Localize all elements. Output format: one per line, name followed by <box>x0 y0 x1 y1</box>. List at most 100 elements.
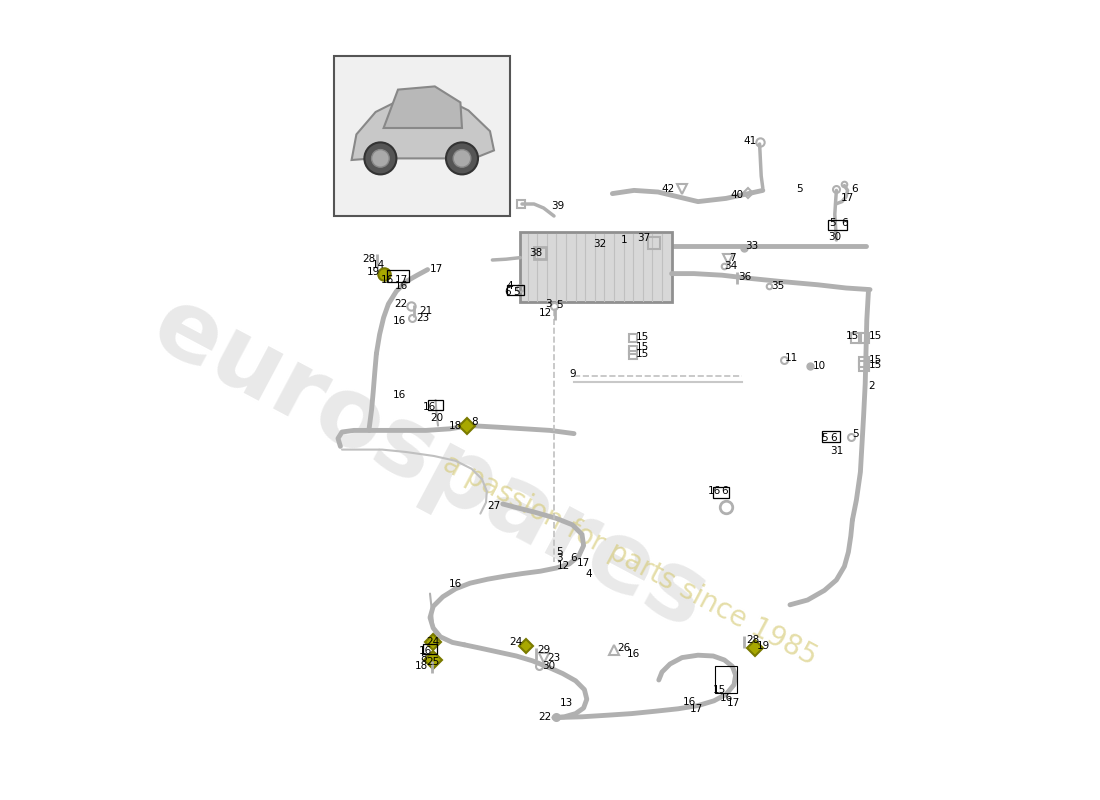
Text: 17: 17 <box>690 704 703 714</box>
Text: 30: 30 <box>542 662 556 671</box>
Bar <box>822 431 839 442</box>
Text: 16: 16 <box>419 646 432 656</box>
Text: 15: 15 <box>868 331 882 341</box>
Text: 25: 25 <box>427 657 440 667</box>
Bar <box>715 666 737 693</box>
Text: 5: 5 <box>513 287 519 297</box>
Text: 20: 20 <box>430 413 443 422</box>
Text: 16: 16 <box>381 275 394 285</box>
Bar <box>827 220 847 230</box>
Text: 34: 34 <box>725 262 738 271</box>
Text: 8: 8 <box>472 418 478 427</box>
Text: 16: 16 <box>627 650 640 659</box>
Text: 3: 3 <box>557 554 563 563</box>
Bar <box>713 487 729 498</box>
Text: 4: 4 <box>585 570 592 579</box>
Text: 19: 19 <box>757 642 770 651</box>
Text: 31: 31 <box>829 446 843 456</box>
Text: 23: 23 <box>417 314 430 323</box>
Text: 16: 16 <box>395 282 408 291</box>
Text: 3: 3 <box>544 299 551 309</box>
Text: 4: 4 <box>507 282 514 291</box>
Bar <box>387 270 409 282</box>
Text: 5: 5 <box>557 300 563 310</box>
Text: 15: 15 <box>636 342 649 352</box>
Text: 15: 15 <box>713 686 726 695</box>
Text: 15: 15 <box>636 332 649 342</box>
Text: 24: 24 <box>427 638 440 647</box>
Bar <box>334 56 510 216</box>
Text: 16: 16 <box>708 486 722 496</box>
Text: 16: 16 <box>449 579 462 589</box>
Text: 12: 12 <box>557 561 570 570</box>
Text: a passion for parts since 1985: a passion for parts since 1985 <box>438 449 822 671</box>
Text: 5: 5 <box>852 429 859 438</box>
Text: 33: 33 <box>745 241 759 250</box>
Text: 6: 6 <box>842 218 848 228</box>
Text: 32: 32 <box>593 239 606 249</box>
Text: 18: 18 <box>449 421 462 430</box>
Text: 17: 17 <box>842 194 855 203</box>
Text: 26: 26 <box>617 643 630 653</box>
Text: 6: 6 <box>504 287 510 297</box>
Text: 13: 13 <box>560 698 573 709</box>
Text: 28: 28 <box>746 635 759 645</box>
Text: 5: 5 <box>821 434 827 443</box>
Text: 42: 42 <box>661 184 674 194</box>
Circle shape <box>446 142 478 174</box>
Bar <box>428 400 443 410</box>
Text: 19: 19 <box>367 267 381 277</box>
Text: 40: 40 <box>730 190 744 200</box>
Text: 11: 11 <box>785 354 799 363</box>
Text: 23: 23 <box>547 654 560 663</box>
Text: 17: 17 <box>578 558 591 568</box>
Text: 12: 12 <box>539 308 552 318</box>
Bar <box>519 232 672 302</box>
Text: 14: 14 <box>372 260 385 270</box>
Text: 39: 39 <box>551 201 565 210</box>
Text: 6: 6 <box>829 434 836 443</box>
Text: 35: 35 <box>771 281 784 290</box>
Text: eurospares: eurospares <box>136 278 723 650</box>
Text: 16: 16 <box>422 402 436 412</box>
Text: 21: 21 <box>419 306 432 316</box>
Text: 22: 22 <box>395 299 408 309</box>
Bar <box>507 285 525 295</box>
Text: 22: 22 <box>538 712 551 722</box>
Text: 7: 7 <box>729 253 736 262</box>
Text: 6: 6 <box>570 553 576 562</box>
Text: 17: 17 <box>727 698 740 708</box>
Text: 15: 15 <box>868 355 882 365</box>
Text: 5: 5 <box>557 547 563 557</box>
Text: 24: 24 <box>509 638 522 647</box>
Text: 16: 16 <box>393 390 406 400</box>
Text: 36: 36 <box>738 272 751 282</box>
Polygon shape <box>384 86 462 128</box>
Text: 29: 29 <box>537 646 550 655</box>
Text: 15: 15 <box>636 349 649 358</box>
Text: 18: 18 <box>415 661 428 670</box>
Text: 28: 28 <box>362 254 375 264</box>
Text: 8: 8 <box>420 654 427 663</box>
Text: 6: 6 <box>850 184 857 194</box>
Text: 30: 30 <box>828 232 842 242</box>
Circle shape <box>453 150 471 167</box>
Text: 16: 16 <box>683 698 696 707</box>
Text: 17: 17 <box>430 264 443 274</box>
Text: 16: 16 <box>393 316 406 326</box>
Circle shape <box>364 142 396 174</box>
Text: 15: 15 <box>846 331 859 341</box>
Text: 16: 16 <box>719 693 733 702</box>
Text: 5: 5 <box>829 218 836 228</box>
Bar <box>422 644 437 654</box>
Text: 41: 41 <box>744 136 757 146</box>
Polygon shape <box>352 96 494 160</box>
Text: 37: 37 <box>638 234 651 243</box>
Text: 15: 15 <box>868 360 882 370</box>
Text: 5: 5 <box>796 184 803 194</box>
Text: 2: 2 <box>868 382 875 391</box>
Text: 27: 27 <box>487 501 500 510</box>
Text: 10: 10 <box>813 361 825 370</box>
Text: 17: 17 <box>395 275 408 285</box>
Circle shape <box>372 150 389 167</box>
